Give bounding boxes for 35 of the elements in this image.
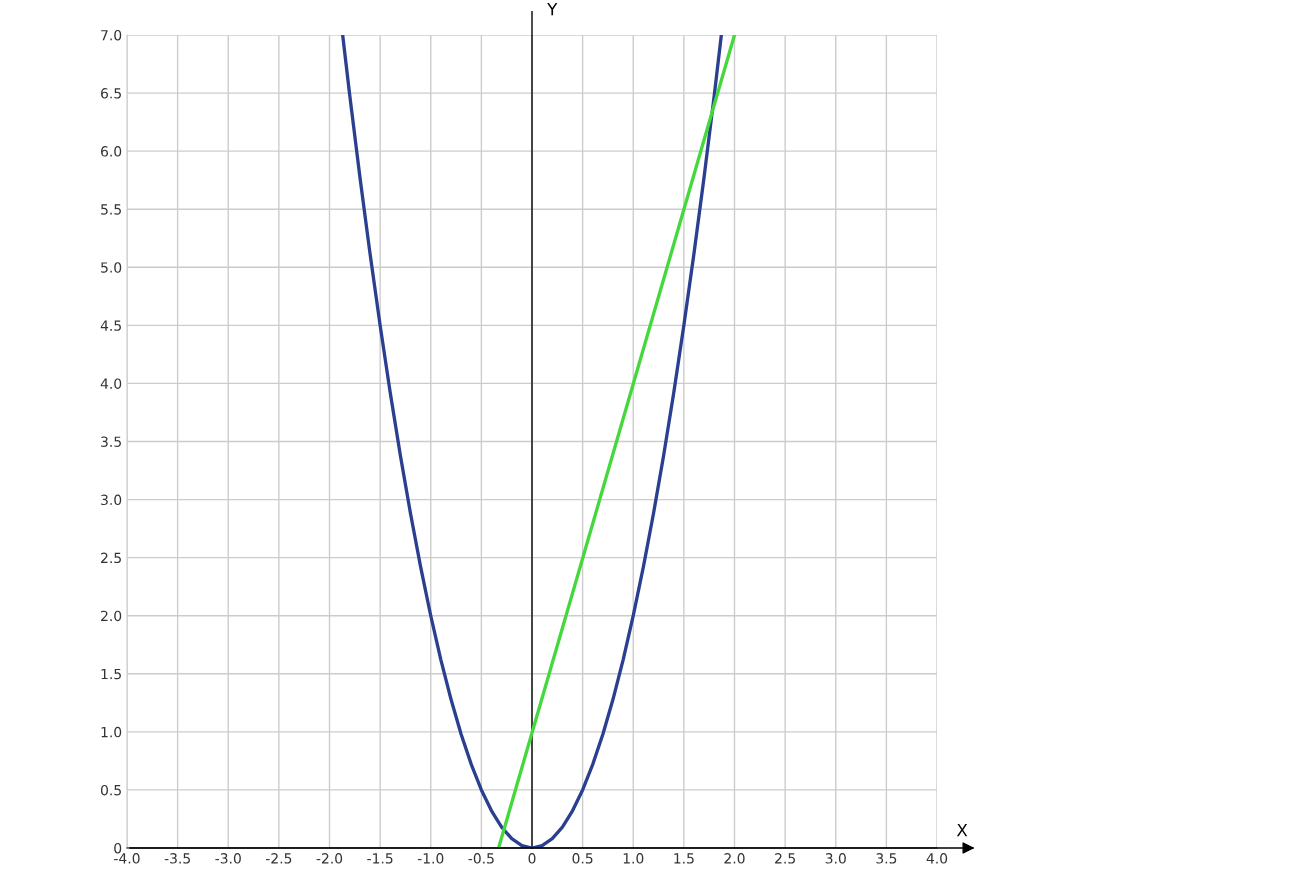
x-tick-label: -2.5 <box>266 853 292 864</box>
x-tick-label: -2.0 <box>316 853 343 864</box>
y-tick-label: 2.5 <box>101 552 121 564</box>
y-tick-label: 6.0 <box>101 146 122 157</box>
x-tick-label: -1.5 <box>367 853 393 864</box>
x-tick-label: 2.0 <box>724 853 745 864</box>
y-tick-label: 2.0 <box>101 610 122 622</box>
y-tick-label: 0.5 <box>100 784 121 796</box>
x-tick-label: 4.0 <box>926 853 948 864</box>
y-tick-label: 4.5 <box>100 320 121 331</box>
y-tick-label: 3.5 <box>101 436 121 447</box>
y-tick-label: 5.0 <box>101 262 122 273</box>
x-tick-label: 0.5 <box>572 853 593 864</box>
line-series <box>340 35 724 848</box>
x-tick-label: 2.5 <box>775 853 795 864</box>
y-axis-title: Y <box>547 3 558 16</box>
x-tick-label: 1.5 <box>674 853 694 864</box>
y-tick-label: 1.0 <box>101 726 122 738</box>
y-tick-label: 3.0 <box>101 494 122 506</box>
y-tick-label: 4.0 <box>100 378 122 389</box>
y-tick-label: 6.5 <box>101 88 121 99</box>
x-tick-label: -0.5 <box>468 853 494 864</box>
x-tick-label: -1.0 <box>417 853 444 864</box>
y-tick-label: 5.5 <box>101 204 121 215</box>
y-tick-label: 0 <box>114 842 122 854</box>
x-axis-title: X <box>956 824 968 837</box>
x-tick-label: 1.0 <box>623 853 644 864</box>
y-tick-label: 7.0 <box>101 29 122 41</box>
x-tick-label: 3.0 <box>825 853 846 864</box>
x-tick-label: -3.0 <box>215 853 241 864</box>
x-tick-label: 3.5 <box>876 853 897 864</box>
x-tick-label: 0 <box>528 853 536 864</box>
x-tick-label: -4.0 <box>114 853 140 864</box>
x-tick-label: -3.5 <box>164 853 190 864</box>
y-tick-label: 1.5 <box>101 668 121 680</box>
